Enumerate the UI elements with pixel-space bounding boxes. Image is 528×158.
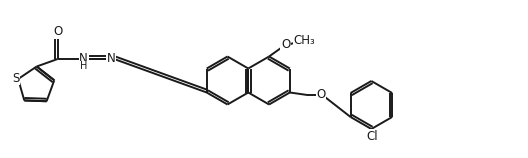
Text: S: S [13, 72, 20, 85]
Text: O: O [316, 88, 325, 101]
Text: H: H [80, 61, 87, 71]
Text: CH₃: CH₃ [294, 33, 315, 46]
Text: O: O [53, 25, 62, 38]
Text: N: N [79, 52, 88, 65]
Text: Cl: Cl [366, 130, 378, 143]
Text: O: O [281, 39, 290, 52]
Text: N: N [107, 52, 116, 65]
